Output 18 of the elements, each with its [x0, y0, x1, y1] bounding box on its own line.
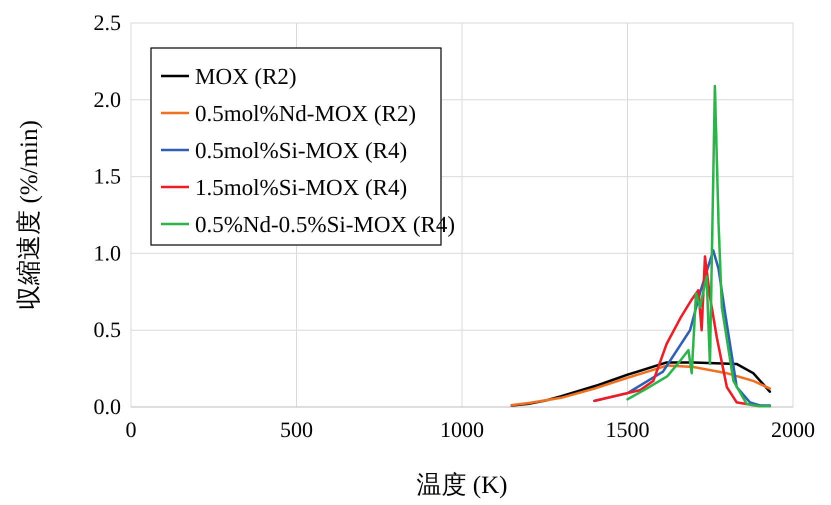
x-axis-title: 温度 (K) [416, 471, 508, 499]
y-tick-label: 0.5 [94, 317, 121, 342]
legend-label: 1.5mol%Si-MOX (R4) [195, 175, 408, 200]
x-tick-label: 2000 [771, 417, 815, 442]
legend-label: MOX (R2) [195, 64, 297, 89]
legend-label: 0.5mol%Si-MOX (R4) [195, 138, 408, 163]
y-axis-title: 収縮速度 (%/min) [15, 120, 43, 310]
y-tick-label: 2.0 [94, 86, 121, 112]
y-tick-label: 2.5 [94, 10, 121, 35]
x-tick-label: 0 [126, 417, 136, 442]
y-tick-label: 1.5 [94, 164, 121, 189]
line-series [626, 84, 772, 408]
x-tick-label: 1000 [440, 417, 484, 442]
y-tick-label: 0.0 [94, 394, 121, 419]
legend-label: 0.5mol%Nd-MOX (R2) [195, 101, 416, 126]
x-tick-label: 500 [280, 417, 313, 442]
x-tick-label: 1500 [606, 417, 650, 442]
y-tick-label: 1.0 [94, 240, 121, 266]
